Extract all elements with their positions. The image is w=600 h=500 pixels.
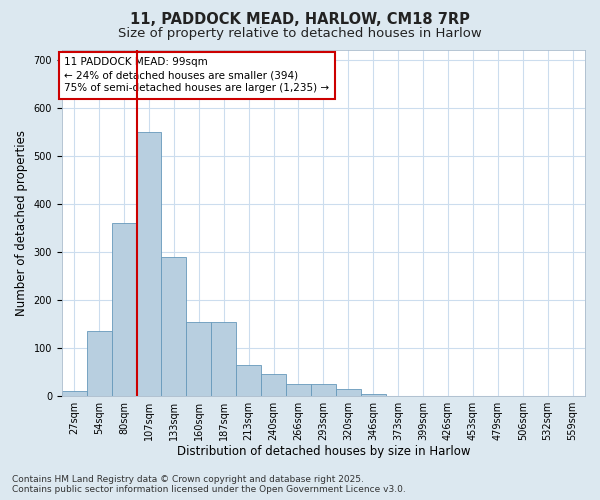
Bar [112,223,137,396]
Text: 11 PADDOCK MEAD: 99sqm
← 24% of detached houses are smaller (394)
75% of semi-de: 11 PADDOCK MEAD: 99sqm ← 24% of detached… [64,57,329,94]
Bar [336,389,361,396]
Text: Size of property relative to detached houses in Harlow: Size of property relative to detached ho… [118,26,482,40]
Bar [361,394,386,396]
Bar [311,384,336,396]
Y-axis label: Number of detached properties: Number of detached properties [15,130,28,316]
Bar [187,322,211,396]
Text: Contains HM Land Registry data © Crown copyright and database right 2025.
Contai: Contains HM Land Registry data © Crown c… [12,474,406,494]
Bar [137,132,161,396]
Bar [211,322,236,396]
X-axis label: Distribution of detached houses by size in Harlow: Distribution of detached houses by size … [176,444,470,458]
Bar [161,256,187,396]
Bar [62,392,86,396]
Bar [261,374,286,396]
Text: 11, PADDOCK MEAD, HARLOW, CM18 7RP: 11, PADDOCK MEAD, HARLOW, CM18 7RP [130,12,470,28]
Bar [86,331,112,396]
Bar [236,365,261,396]
Bar [286,384,311,396]
